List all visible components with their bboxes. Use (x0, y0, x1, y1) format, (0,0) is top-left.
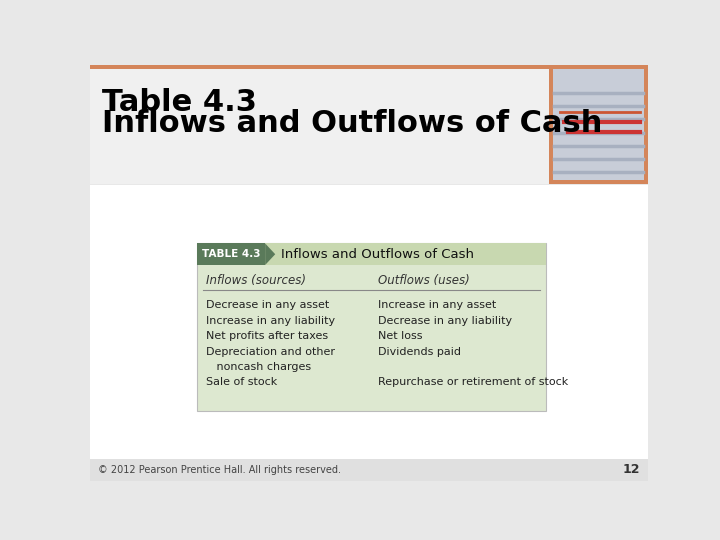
FancyBboxPatch shape (90, 459, 648, 481)
Text: Repurchase or retirement of stock: Repurchase or retirement of stock (377, 377, 568, 387)
Text: Decrease in any liability: Decrease in any liability (377, 316, 512, 326)
FancyBboxPatch shape (197, 244, 546, 265)
Text: © 2012 Pearson Prentice Hall. All rights reserved.: © 2012 Pearson Prentice Hall. All rights… (98, 465, 341, 475)
FancyBboxPatch shape (90, 65, 648, 184)
Text: Sale of stock: Sale of stock (206, 377, 277, 387)
Text: Inflows and Outflows of Cash: Inflows and Outflows of Cash (102, 109, 602, 138)
Text: Increase in any liability: Increase in any liability (206, 316, 336, 326)
Text: TABLE 4.3: TABLE 4.3 (202, 249, 261, 259)
FancyBboxPatch shape (549, 65, 648, 184)
Text: Decrease in any asset: Decrease in any asset (206, 300, 330, 310)
Text: Depreciation and other: Depreciation and other (206, 347, 336, 356)
Text: Table 4.3: Table 4.3 (102, 88, 256, 117)
Text: 12: 12 (623, 463, 640, 476)
Text: noncash charges: noncash charges (206, 362, 311, 372)
Text: Inflows and Outflows of Cash: Inflows and Outflows of Cash (281, 248, 474, 261)
FancyBboxPatch shape (553, 70, 644, 179)
FancyBboxPatch shape (197, 244, 546, 411)
Polygon shape (265, 244, 275, 265)
Text: Dividends paid: Dividends paid (377, 347, 461, 356)
FancyBboxPatch shape (197, 244, 265, 265)
FancyBboxPatch shape (90, 65, 648, 69)
FancyBboxPatch shape (90, 185, 648, 459)
Text: Inflows (sources): Inflows (sources) (206, 274, 306, 287)
Text: Increase in any asset: Increase in any asset (377, 300, 496, 310)
Text: Net loss: Net loss (377, 331, 422, 341)
Text: Net profits after taxes: Net profits after taxes (206, 331, 328, 341)
Text: Outflows (uses): Outflows (uses) (377, 274, 469, 287)
